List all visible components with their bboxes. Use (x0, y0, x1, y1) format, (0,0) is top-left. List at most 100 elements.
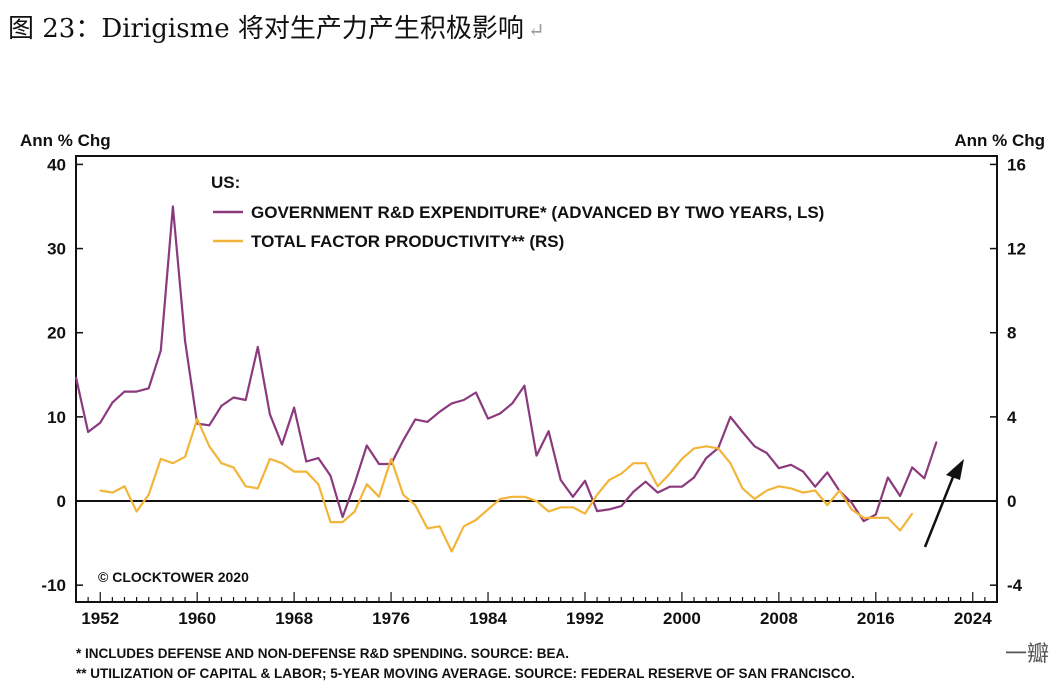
right-tick-label: 16 (1007, 155, 1026, 174)
data-point-rd (911, 466, 913, 469)
data-point-rd (111, 401, 114, 404)
data-point-tfp (160, 458, 162, 460)
footnote-2: ** UTILIZATION OF CAPITAL & LABOR; 5-YEA… (76, 666, 855, 681)
data-point-rd (269, 413, 271, 416)
data-point-rd (220, 405, 223, 407)
left-axis-title: Ann % Chg (20, 131, 111, 150)
upward-arrow-annotation (923, 459, 964, 548)
data-point-rd (693, 476, 695, 479)
data-point-tfp (123, 485, 126, 488)
left-tick-label: 0 (57, 492, 66, 511)
data-point-rd (244, 399, 247, 401)
left-tick-label: 20 (47, 324, 66, 343)
data-point-rd (608, 508, 610, 511)
data-point-tfp (535, 500, 538, 502)
data-point-rd (87, 431, 89, 433)
data-point-rd (535, 454, 538, 457)
data-point-rd (935, 441, 938, 443)
data-point-tfp (426, 527, 429, 530)
data-point-tfp (753, 498, 756, 500)
left-tick-label: 10 (47, 408, 66, 427)
data-point-tfp (135, 510, 138, 513)
data-point-tfp (802, 491, 804, 494)
data-point-tfp (681, 458, 683, 460)
data-point-tfp (366, 483, 368, 486)
data-point-rd (826, 471, 829, 474)
data-point-rd (656, 491, 659, 494)
data-point-rd (899, 495, 901, 497)
data-point-rd (669, 485, 671, 488)
data-point-tfp (875, 517, 877, 519)
data-point-tfp (390, 458, 392, 460)
data-point-rd (123, 390, 126, 393)
data-point-rd (184, 340, 186, 342)
data-point-tfp (499, 498, 501, 500)
data-point-rd (172, 205, 174, 208)
data-point-tfp (402, 493, 405, 496)
x-tick-label: 1992 (566, 609, 604, 628)
data-point-tfp (475, 519, 477, 521)
data-point-rd (572, 496, 574, 498)
data-point-rd (850, 501, 853, 504)
data-point-tfp (644, 462, 647, 465)
data-point-tfp (705, 445, 707, 448)
data-point-tfp (862, 517, 865, 519)
data-point-rd (596, 510, 598, 512)
data-point-tfp (414, 504, 417, 507)
watermark-label: 一瓣 (1004, 641, 1049, 666)
data-point-rd (632, 491, 635, 493)
data-point-tfp (184, 456, 186, 458)
data-point-tfp (281, 462, 283, 465)
data-point-tfp (208, 445, 211, 448)
data-point-rd (584, 480, 586, 482)
data-point-rd (366, 444, 368, 447)
data-point-tfp (911, 512, 913, 515)
copyright-label: © CLOCKTOWER 2020 (98, 569, 249, 585)
x-tick-label: 2008 (760, 609, 798, 628)
data-point-rd (475, 391, 477, 394)
data-point-rd (499, 412, 501, 415)
data-point-tfp (305, 470, 308, 473)
data-point-rd (450, 402, 453, 405)
data-point-rd (559, 479, 562, 481)
data-point-rd (402, 439, 405, 442)
data-point-rd (257, 346, 259, 348)
data-point-tfp (523, 496, 526, 498)
data-point-tfp (572, 506, 574, 509)
data-point-tfp (220, 462, 223, 465)
data-point-tfp (814, 489, 816, 492)
data-point-tfp (244, 485, 247, 488)
data-point-rd (414, 418, 417, 421)
data-point-tfp (656, 485, 659, 488)
data-point-tfp (838, 489, 841, 492)
data-point-rd (620, 505, 623, 507)
data-point-tfp (196, 418, 198, 420)
data-point-rd (766, 452, 768, 454)
data-point-rd (293, 406, 295, 409)
data-point-tfp (111, 491, 114, 494)
arrow-head-icon (946, 459, 964, 480)
data-point-rd (438, 411, 441, 413)
left-tick-label: 40 (47, 155, 66, 174)
data-point-rd (547, 430, 550, 433)
data-point-rd (317, 457, 320, 459)
data-point-rd (923, 477, 926, 480)
data-point-rd (329, 475, 332, 477)
data-point-rd (862, 520, 865, 522)
plot-frame (75, 155, 998, 603)
series-line-tfp (100, 417, 914, 553)
data-point-rd (208, 424, 211, 427)
data-point-rd (741, 431, 744, 433)
right-axis-title: Ann % Chg (954, 131, 1045, 150)
data-point-rd (802, 470, 804, 473)
data-point-rd (281, 443, 283, 446)
data-point-tfp (826, 504, 829, 507)
data-point-tfp (766, 489, 768, 492)
data-point-tfp (147, 493, 150, 496)
left-tick-label: -10 (41, 576, 66, 595)
data-point-rd (426, 421, 429, 423)
data-point-tfp (559, 506, 562, 509)
data-point-tfp (778, 485, 780, 488)
data-point-tfp (450, 550, 453, 553)
